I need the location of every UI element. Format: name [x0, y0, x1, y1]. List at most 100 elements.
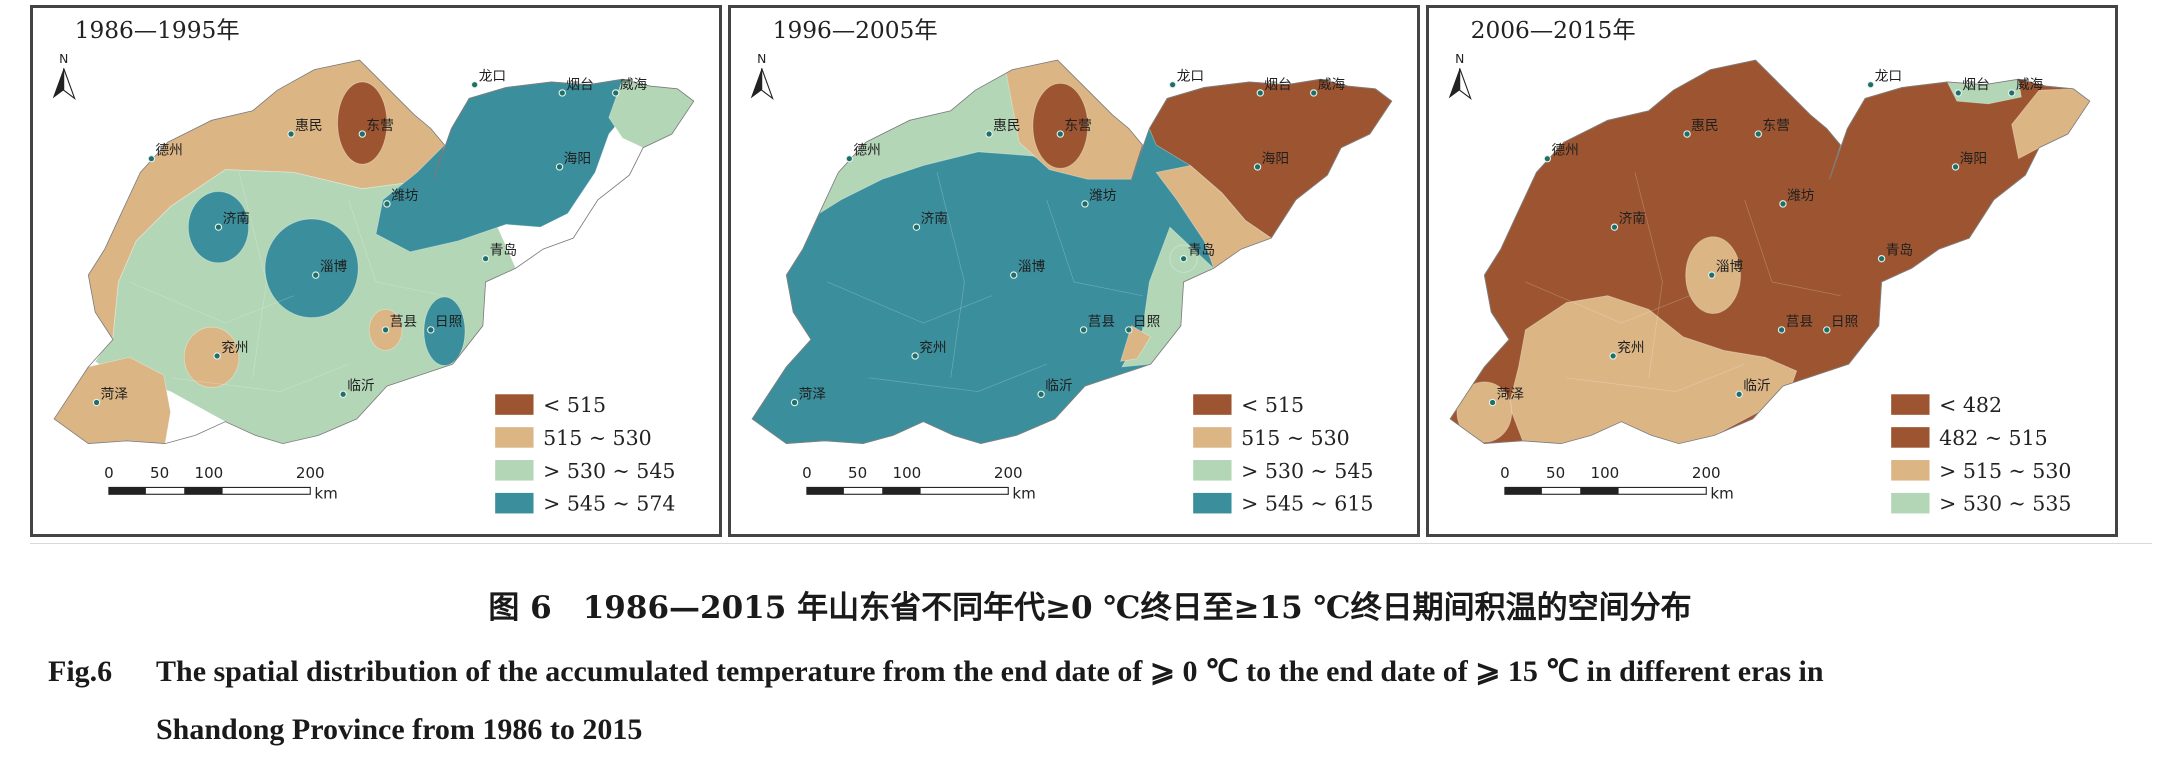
scale-tick-label: 0 [104, 464, 114, 482]
city-marker: 德州 [147, 143, 183, 163]
city-label: 日照 [1831, 314, 1859, 330]
period-title: 2006—2015年 [1471, 17, 1636, 44]
city-marker: 日照 [1125, 314, 1161, 334]
city-label: 莒县 [1088, 314, 1115, 330]
city-marker: 烟台 [1256, 77, 1292, 97]
legend-swatch [1193, 492, 1232, 514]
county-boundary [1046, 199, 1143, 296]
city-marker: 济南 [1610, 211, 1646, 231]
city-marker: 烟台 [558, 77, 594, 97]
city-label: 济南 [921, 211, 948, 227]
legend-swatch [495, 492, 534, 514]
city-label: 德州 [155, 143, 182, 159]
city-marker: 东营 [358, 118, 394, 138]
county-boundary [238, 172, 267, 378]
county-boundary [348, 199, 445, 296]
city-marker: 惠民 [287, 118, 323, 138]
scale-bar: 0 50 100 200 km [802, 464, 1036, 503]
city-label: 淄博 [1018, 258, 1046, 275]
temperature-zone [264, 218, 359, 318]
scale-tick-label: 50 [150, 464, 169, 482]
period-title: 1996—2005年 [773, 17, 938, 44]
city-label: 临沂 [1045, 378, 1073, 394]
city-label: 淄博 [1716, 258, 1744, 275]
city-label: 威海 [2016, 77, 2044, 93]
city-label: 威海 [1318, 77, 1346, 93]
legend-label: > 515 ~ 530 [1939, 459, 2071, 483]
city-marker: 莒县 [1777, 314, 1813, 334]
city-marker: 济南 [912, 211, 948, 231]
city-label: 菏泽 [101, 386, 129, 402]
city-marker: 青岛 [1179, 243, 1215, 263]
legend: < 515 515 ~ 530 > 530 ~ 545 > 545 ~ 615 [1193, 393, 1373, 516]
city-label: 龙口 [1177, 69, 1204, 85]
temperature-zone [1032, 82, 1089, 169]
city-label: 惠民 [295, 118, 322, 134]
city-marker: 惠民 [1683, 118, 1719, 138]
city-marker: 日照 [427, 314, 463, 334]
city-label: 东营 [366, 118, 393, 134]
city-marker: 德州 [845, 143, 881, 163]
county-boundary [1634, 172, 1663, 378]
city-label: 东营 [1762, 118, 1789, 134]
city-marker: 龙口 [470, 69, 506, 89]
city-marker: 菏泽 [790, 386, 826, 407]
north-arrow-icon: N [750, 52, 774, 100]
legend-label: 515 ~ 530 [1241, 426, 1350, 450]
map-panel-1986-1995: 1986—1995年 N 德州 惠民 东营 龙口 烟台 威海 济南 潍坊 海阳 淄博 青岛 莒县 日照 兖州菏… [30, 5, 722, 537]
north-label: N [59, 52, 68, 66]
county-boundary [170, 363, 349, 392]
city-label: 海阳 [564, 151, 591, 167]
city-label: 烟台 [566, 77, 593, 93]
county-boundary [129, 281, 294, 324]
city-marker: 兖州 [213, 340, 249, 360]
county-boundary [1525, 281, 1690, 324]
city-marker: 潍坊 [383, 188, 419, 208]
legend-label: 482 ~ 515 [1939, 426, 2048, 450]
city-marker: 东营 [1754, 118, 1790, 138]
period-title: 1986—1995年 [75, 17, 240, 44]
city-label: 兖州 [1617, 340, 1644, 356]
figure-panels: 1986—1995年 N 德州 惠民 东营 龙口 烟台 威海 济南 潍坊 海阳 淄博 青岛 莒县 日照 兖州菏… [30, 5, 2152, 544]
city-label: 烟台 [1264, 77, 1291, 93]
temperature-zone [423, 296, 466, 366]
city-marker: 临沂 [1037, 378, 1073, 398]
map-panel-2006-2015: 2006—2015年 N 德州 惠民 东营 龙口 烟台 威海 济南 潍坊 海阳 淄博 青岛 莒县 日照 兖州菏… [1426, 5, 2118, 537]
legend-label: < 482 [1939, 393, 2002, 417]
city-label: 海阳 [1262, 151, 1289, 167]
legend-swatch [1891, 394, 1930, 415]
city-marker: 兖州 [911, 340, 947, 360]
legend-label: > 545 ~ 615 [1241, 492, 1373, 516]
city-marker: 临沂 [1735, 378, 1771, 398]
city-marker: 淄博 [312, 258, 348, 279]
city-marker: 济南 [214, 211, 250, 231]
city-marker: 龙口 [1168, 69, 1204, 89]
city-marker: 德州 [1543, 143, 1579, 163]
city-marker: 威海 [612, 77, 648, 97]
city-marker: 海阳 [555, 151, 591, 171]
city-marker: 威海 [2008, 77, 2044, 97]
city-marker: 海阳 [1253, 151, 1289, 171]
scale-tick-label: 100 [195, 464, 224, 482]
north-label: N [757, 52, 766, 66]
city-marker: 威海 [1310, 77, 1346, 97]
north-label: N [1455, 52, 1464, 66]
city-label: 青岛 [490, 243, 517, 259]
legend-swatch [495, 394, 534, 415]
city-marker: 菏泽 [1488, 386, 1524, 407]
city-marker: 菏泽 [92, 386, 129, 407]
city-marker: 东营 [1056, 118, 1092, 138]
city-marker: 日照 [1823, 314, 1859, 334]
city-label: 青岛 [1886, 243, 1913, 259]
scale-tick-label: 100 [893, 464, 922, 482]
legend-swatch [495, 460, 534, 481]
legend: < 482 482 ~ 515 > 515 ~ 530 > 530 ~ 535 [1891, 393, 2071, 516]
scale-bar: 0 50 100 200 km [1500, 464, 1734, 503]
city-marker: 淄博 [1010, 258, 1046, 279]
temperature-zone [183, 326, 240, 388]
legend-label: > 530 ~ 545 [543, 459, 675, 483]
city-label: 日照 [1133, 314, 1161, 330]
